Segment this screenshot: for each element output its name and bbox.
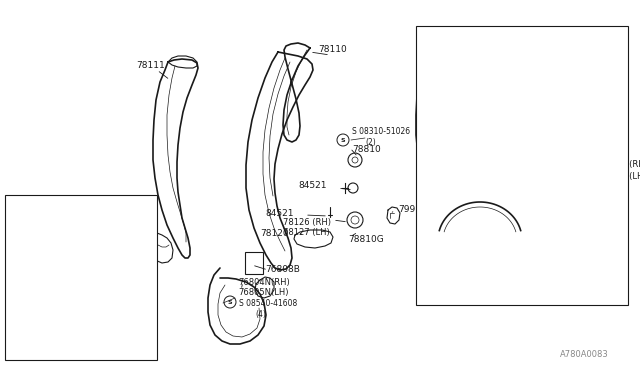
Text: 78127 (LH): 78127 (LH) xyxy=(283,228,330,237)
Text: 84521: 84521 xyxy=(265,208,294,218)
Text: S 08310-51026: S 08310-51026 xyxy=(352,128,410,137)
Text: CAN: CAN xyxy=(82,202,100,211)
Text: 78810: 78810 xyxy=(352,144,381,154)
Text: (4): (4) xyxy=(255,310,266,318)
Bar xyxy=(416,26,628,305)
Text: S 08540-41608: S 08540-41608 xyxy=(239,298,297,308)
Text: 76511 (LH): 76511 (LH) xyxy=(555,57,602,66)
Text: 2S: 2S xyxy=(422,292,435,302)
Text: 78111: 78111 xyxy=(136,61,164,70)
Text: 76620M(RH): 76620M(RH) xyxy=(68,238,118,247)
Text: 78810G: 78810G xyxy=(348,235,384,244)
Text: 79915: 79915 xyxy=(398,205,427,215)
Bar xyxy=(245,252,263,274)
Text: 76808B: 76808B xyxy=(265,266,300,275)
Text: (2): (2) xyxy=(365,138,376,148)
Text: 76804N(RH): 76804N(RH) xyxy=(238,278,290,286)
Text: 76897A: 76897A xyxy=(80,340,111,349)
Text: 76897A: 76897A xyxy=(8,200,39,209)
Text: 78110 (RH): 78110 (RH) xyxy=(600,160,640,169)
Text: 76621M(LH): 76621M(LH) xyxy=(68,250,116,259)
Text: 76896(LH): 76896(LH) xyxy=(8,330,50,339)
Text: S: S xyxy=(228,299,232,305)
Text: A780A0083: A780A0083 xyxy=(560,350,609,359)
Text: 78111 (LH): 78111 (LH) xyxy=(600,172,640,181)
Text: 76510 (RH): 76510 (RH) xyxy=(555,45,603,54)
Text: 78110: 78110 xyxy=(318,45,347,54)
Text: 76897E: 76897E xyxy=(28,218,58,227)
Text: 78126 (RH): 78126 (RH) xyxy=(283,218,331,227)
Text: 84521: 84521 xyxy=(298,180,326,189)
Text: 76897B: 76897B xyxy=(42,230,73,239)
Text: 78120: 78120 xyxy=(260,230,289,238)
Text: S: S xyxy=(340,138,346,142)
Text: 76805N(LH): 76805N(LH) xyxy=(238,289,289,298)
Text: 76895(RH): 76895(RH) xyxy=(8,318,51,327)
Bar xyxy=(5,195,157,360)
